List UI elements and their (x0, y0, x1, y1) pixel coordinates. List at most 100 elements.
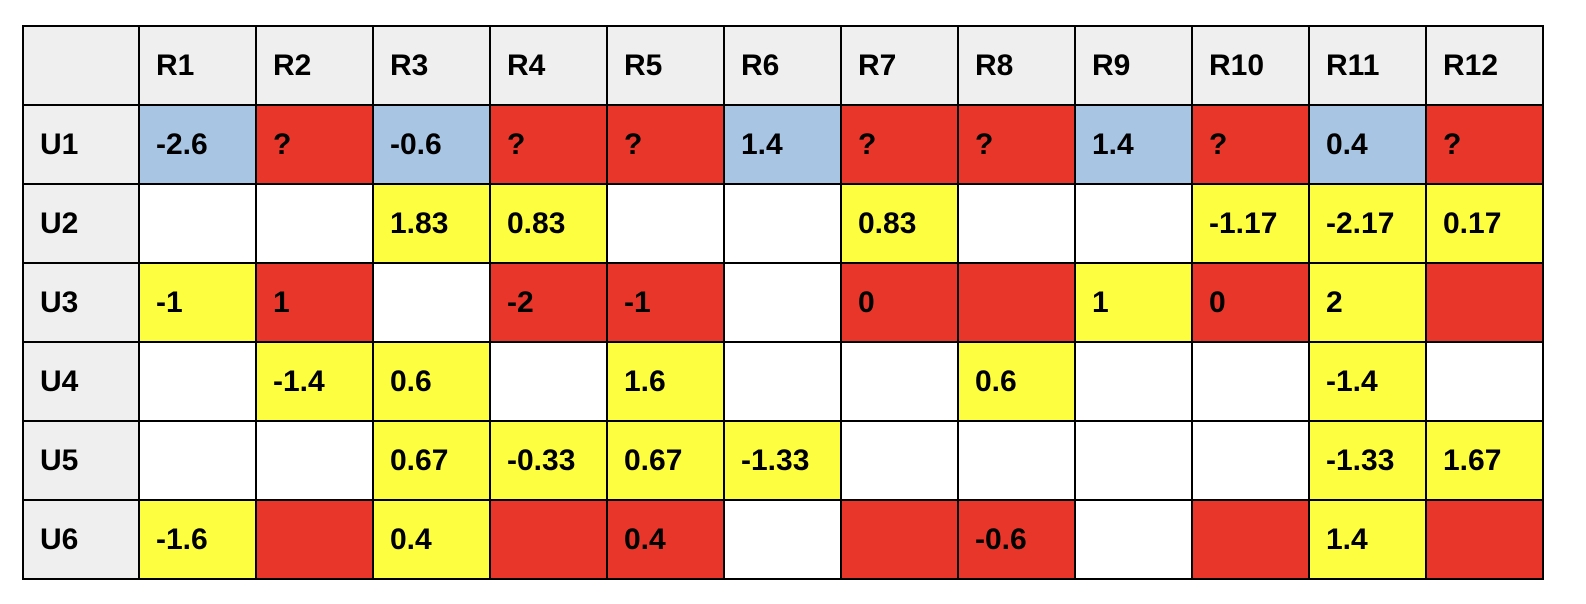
rating-cell (957, 262, 1076, 343)
rating-cell (1074, 499, 1193, 580)
rating-cell: -2 (489, 262, 608, 343)
column-header-r7: R7 (840, 25, 959, 106)
rating-cell (606, 183, 725, 264)
rating-cell (1074, 420, 1193, 501)
header-row: R1 R2 R3 R4 R5 R6 R7 R8 R9 R10 R11 R12 (22, 25, 1544, 106)
column-header-r5: R5 (606, 25, 725, 106)
rating-cell: -1.4 (1308, 341, 1427, 422)
column-header-r2: R2 (255, 25, 374, 106)
rating-cell: -1.6 (138, 499, 257, 580)
rating-cell: -2.17 (1308, 183, 1427, 264)
rating-cell: ? (255, 104, 374, 185)
rating-cell (1074, 183, 1193, 264)
rating-cell (1191, 341, 1310, 422)
rating-cell: 1.6 (606, 341, 725, 422)
rating-cell: -1.4 (255, 341, 374, 422)
rating-cell: 0.4 (1308, 104, 1427, 185)
rating-cell: -2.6 (138, 104, 257, 185)
rating-cell: -0.6 (957, 499, 1076, 580)
rating-cell: -0.33 (489, 420, 608, 501)
rating-cell (840, 341, 959, 422)
rating-cell (957, 183, 1076, 264)
rating-cell: 1.4 (1074, 104, 1193, 185)
rating-cell: 0.6 (372, 341, 491, 422)
row-header-u5: U5 (22, 420, 140, 501)
column-header-r10: R10 (1191, 25, 1310, 106)
rating-cell (723, 341, 842, 422)
rating-cell (723, 183, 842, 264)
rating-cell: 0 (840, 262, 959, 343)
rating-matrix-container: R1 R2 R3 R4 R5 R6 R7 R8 R9 R10 R11 R12 U1 -2.6? -0.6?… (22, 25, 1544, 580)
rating-cell: 1.4 (1308, 499, 1427, 580)
column-header-r1: R1 (138, 25, 257, 106)
rating-matrix-table: R1 R2 R3 R4 R5 R6 R7 R8 R9 R10 R11 R12 U1 -2.6? -0.6?… (22, 25, 1544, 580)
table-header: R1 R2 R3 R4 R5 R6 R7 R8 R9 R10 R11 R12 (22, 25, 1544, 106)
column-header-r12: R12 (1425, 25, 1544, 106)
rating-cell (138, 420, 257, 501)
row-header-u2: U2 (22, 183, 140, 264)
rating-cell: 0.4 (372, 499, 491, 580)
rating-cell (255, 499, 374, 580)
column-header-r8: R8 (957, 25, 1076, 106)
rating-cell (1425, 499, 1544, 580)
table-row: U1 -2.6? -0.6?? 1.4?? 1.4? 0.4? (22, 104, 1544, 185)
table-body: U1 -2.6? -0.6?? 1.4?? 1.4? 0.4? U2 1.83 0.83 0.83… (22, 104, 1544, 580)
rating-cell: 2 (1308, 262, 1427, 343)
rating-cell: 0.17 (1425, 183, 1544, 264)
rating-cell (1425, 341, 1544, 422)
rating-cell (1191, 499, 1310, 580)
row-header-u6: U6 (22, 499, 140, 580)
rating-cell (138, 183, 257, 264)
table-row: U4 -1.4 0.6 1.6 0.6 -1.4 (22, 341, 1544, 422)
rating-cell: ? (1191, 104, 1310, 185)
column-header-r9: R9 (1074, 25, 1193, 106)
rating-cell: 1 (1074, 262, 1193, 343)
rating-cell: 0.6 (957, 341, 1076, 422)
rating-cell (489, 499, 608, 580)
rating-cell (489, 341, 608, 422)
table-row: U5 0.67 -0.33 0.67 -1.33 -1.33 1.67 (22, 420, 1544, 501)
rating-cell (372, 262, 491, 343)
rating-cell (138, 341, 257, 422)
rating-cell: 0.67 (372, 420, 491, 501)
rating-cell: 1.83 (372, 183, 491, 264)
column-header-r6: R6 (723, 25, 842, 106)
rating-cell: -1.17 (1191, 183, 1310, 264)
rating-cell: 0.83 (840, 183, 959, 264)
rating-cell: -1.33 (1308, 420, 1427, 501)
rating-cell (255, 183, 374, 264)
row-header-u4: U4 (22, 341, 140, 422)
rating-cell: 1 (255, 262, 374, 343)
column-header-r11: R11 (1308, 25, 1427, 106)
row-header-u1: U1 (22, 104, 140, 185)
rating-cell: -0.6 (372, 104, 491, 185)
rating-cell: 0 (1191, 262, 1310, 343)
rating-cell (1191, 420, 1310, 501)
table-row: U3 -1 1 -2 -1 0 1 0 2 (22, 262, 1544, 343)
rating-cell: -1 (138, 262, 257, 343)
rating-cell: 0.83 (489, 183, 608, 264)
column-header-r3: R3 (372, 25, 491, 106)
rating-cell: 0.67 (606, 420, 725, 501)
rating-cell: ? (957, 104, 1076, 185)
rating-cell (840, 420, 959, 501)
rating-cell (255, 420, 374, 501)
rating-cell: -1 (606, 262, 725, 343)
rating-cell (957, 420, 1076, 501)
rating-cell: -1.33 (723, 420, 842, 501)
table-row: U2 1.83 0.83 0.83 -1.17 -2.17 0.17 (22, 183, 1544, 264)
rating-cell: ? (489, 104, 608, 185)
rating-cell: 1.4 (723, 104, 842, 185)
row-header-u3: U3 (22, 262, 140, 343)
rating-cell: ? (606, 104, 725, 185)
rating-cell: 0.4 (606, 499, 725, 580)
rating-cell (1425, 262, 1544, 343)
rating-cell (723, 262, 842, 343)
corner-cell (22, 25, 140, 106)
column-header-r4: R4 (489, 25, 608, 106)
rating-cell: 1.67 (1425, 420, 1544, 501)
rating-cell: ? (840, 104, 959, 185)
rating-cell: ? (1425, 104, 1544, 185)
rating-cell (840, 499, 959, 580)
table-row: U6 -1.6 0.4 0.4 -0.6 1.4 (22, 499, 1544, 580)
